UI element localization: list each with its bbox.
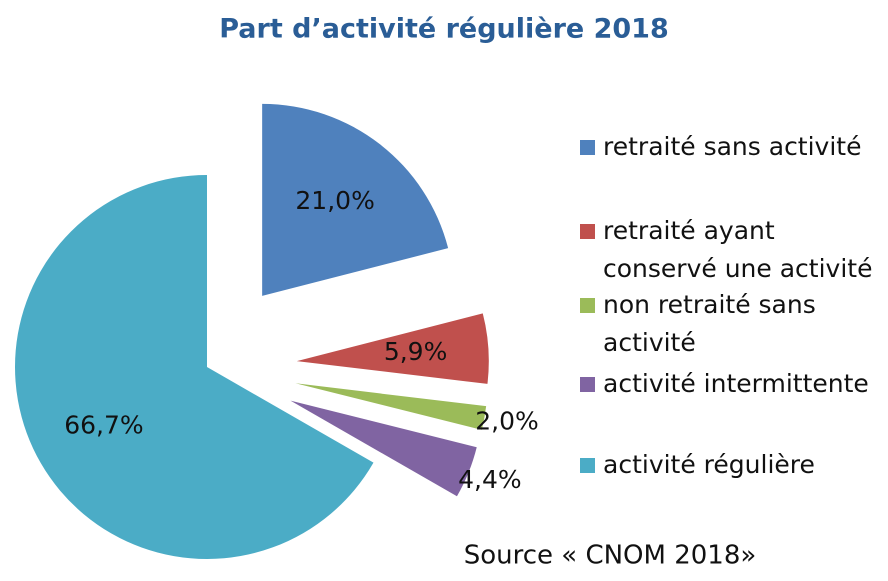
legend-swatch (580, 140, 595, 155)
data-label: 21,0% (295, 186, 374, 215)
legend-label: activité intermittente (603, 369, 869, 398)
data-label: 66,7% (64, 411, 143, 440)
data-label: 4,4% (458, 465, 522, 494)
legend-swatch (580, 298, 595, 313)
legend-item: non retraité sans activité (580, 286, 883, 362)
chart-title: Part d’activité régulière 2018 (219, 14, 669, 45)
legend-item: retraité ayant conservé une activité (580, 212, 883, 288)
legend-swatch (580, 224, 595, 239)
legend-item: activité régulière (580, 446, 883, 484)
legend-label: retraité ayant conservé une activité (603, 216, 873, 283)
legend-label: non retraité sans activité (603, 290, 816, 357)
source: Source « CNOM 2018» (464, 541, 757, 571)
pie-slice (290, 400, 477, 497)
pie-slice (296, 313, 489, 384)
legend-label: retraité sans activité (603, 132, 862, 161)
data-label: 2,0% (475, 406, 539, 435)
legend-label: activité régulière (603, 450, 815, 479)
pie-slice (14, 175, 374, 560)
legend-swatch (580, 458, 595, 473)
data-label: 5,9% (384, 337, 448, 366)
legend-swatch (580, 377, 595, 392)
pie-slice (262, 103, 449, 296)
legend-item: activité intermittente (580, 365, 883, 403)
pie-slice (295, 383, 487, 430)
legend-item: retraité sans activité (580, 128, 883, 166)
